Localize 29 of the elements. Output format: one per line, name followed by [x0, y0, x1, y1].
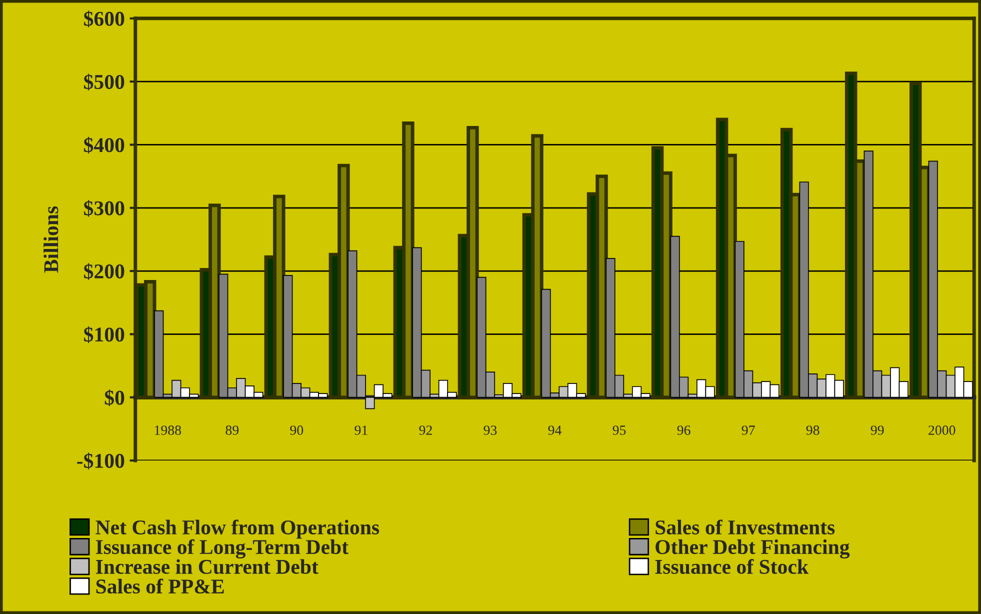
x-tick-label: 90: [290, 426, 304, 435]
x-tick-label: 97: [742, 426, 755, 435]
y-tick-label: $200: [84, 263, 124, 280]
x-tick-label: 92: [419, 426, 432, 435]
y-tick-label: $400: [84, 136, 124, 154]
legend-label: Other Debt Financing: [656, 539, 850, 558]
x-tick-label: 1988: [154, 426, 181, 435]
legend-label: Issuance of Stock: [655, 559, 808, 574]
y-tick-label: $500: [84, 74, 124, 90]
x-tick-label: 98: [806, 426, 820, 435]
legend-label: Sales of PP&E: [96, 578, 224, 594]
x-tick-label: 93: [484, 426, 497, 435]
legend-label: Increase in Current Debt: [96, 559, 318, 574]
x-tick-label: 95: [612, 426, 626, 435]
x-tick-label: 91: [354, 426, 368, 435]
x-tick-label: 99: [870, 426, 884, 435]
legend-label: Sales of Investments: [656, 520, 835, 534]
legend-label: Issuance of Long-Term Debt: [96, 539, 348, 558]
legend-label: Net Cash Flow from Operations: [96, 520, 380, 539]
y-tick-label: $600: [84, 10, 124, 28]
y-tick-label: $300: [84, 200, 124, 217]
x-tick-label: 94: [548, 426, 562, 435]
x-tick-label: 96: [677, 426, 690, 435]
y-tick-label: $0: [104, 389, 124, 406]
x-tick-label: 89: [226, 426, 239, 435]
x-tick-label: 2000: [928, 426, 956, 435]
y-tick-label: $100: [84, 326, 124, 344]
y-axis-title: Billions: [44, 206, 58, 273]
y-tick-label: -$100: [77, 452, 124, 470]
